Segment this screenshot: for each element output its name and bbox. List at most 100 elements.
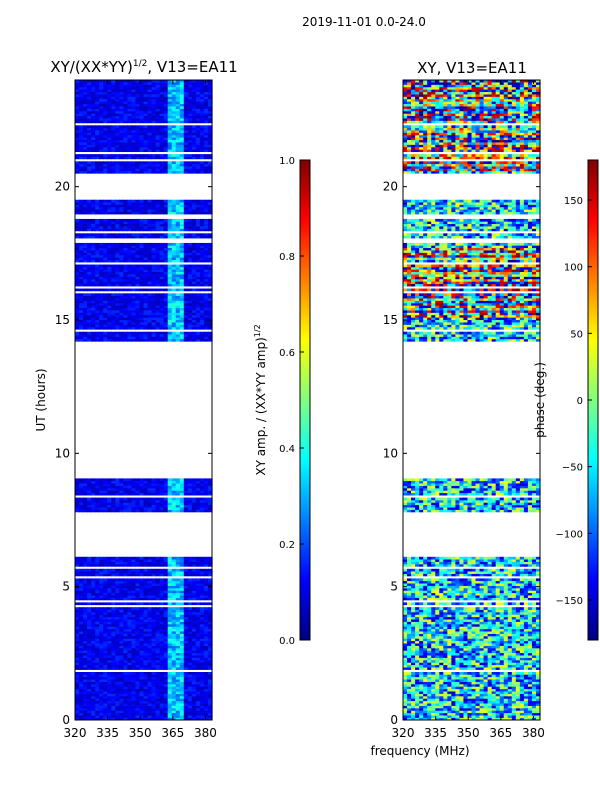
amp-cell (191, 609, 197, 613)
amp-cell (115, 247, 120, 251)
amp-cell (195, 146, 201, 150)
amp-cell (155, 580, 161, 584)
amp-cell (159, 710, 165, 714)
amp-cell (103, 626, 108, 630)
amp-cell (195, 708, 201, 711)
amp-cell (83, 247, 88, 251)
amp-cell (143, 115, 149, 119)
amp-cell (79, 223, 84, 227)
amp-cell (151, 502, 157, 506)
amp-cell (79, 564, 84, 567)
amp-cell (163, 597, 169, 601)
amp-cell (199, 607, 205, 610)
amp-cell (191, 115, 197, 119)
amp-cell (175, 317, 181, 321)
amp-cell (127, 317, 133, 321)
amp-cell (203, 478, 209, 482)
amp-cell (131, 478, 137, 482)
amp-cell (99, 266, 104, 270)
amp-cell (195, 626, 201, 630)
amp-cell (163, 204, 169, 208)
amp-cell (95, 715, 100, 718)
amp-cell (127, 648, 133, 651)
amp-cell (91, 480, 96, 484)
amp-cell (95, 667, 100, 670)
amp-cell (163, 705, 169, 709)
amp-cell (119, 643, 124, 646)
amp-cell (99, 166, 104, 169)
amp-cell (163, 259, 169, 263)
amp-cell (151, 228, 157, 232)
amp-cell (163, 118, 169, 121)
amp-cell (175, 500, 181, 503)
amp-cell (159, 616, 165, 620)
amp-cell (103, 264, 108, 268)
amp-cell (143, 226, 149, 229)
amp-cell (115, 202, 120, 205)
amp-cell (119, 310, 124, 313)
amp-cell (183, 590, 189, 594)
amp-cell (135, 310, 141, 313)
amp-cell (139, 568, 145, 572)
amp-cell (115, 492, 120, 496)
amp-cell (203, 712, 209, 716)
amp-cell (143, 209, 149, 213)
amp-cell (163, 650, 169, 654)
amp-cell (111, 676, 116, 680)
amp-cell (171, 204, 177, 208)
amp-cell (99, 300, 104, 304)
amp-cell (195, 168, 201, 172)
amp-cell (75, 266, 80, 270)
amp-cell (191, 211, 197, 215)
amp-cell (95, 211, 100, 215)
amp-cell (147, 317, 153, 321)
amp-cell (87, 643, 92, 646)
amp-cell (107, 211, 112, 215)
amp-cell (79, 202, 84, 205)
amp-cell (187, 497, 193, 501)
amp-cell (203, 497, 209, 501)
amp-cell (83, 120, 88, 124)
amp-cell (175, 245, 181, 249)
amp-cell (83, 278, 88, 282)
amp-cell (83, 631, 88, 634)
amp-cell (207, 146, 213, 150)
amp-cell (203, 559, 209, 562)
amp-cell (187, 233, 193, 237)
amp-cell (179, 648, 185, 651)
amp-cell (183, 502, 189, 506)
amp-cell (107, 264, 112, 268)
amp-cell (187, 206, 193, 210)
amp-cell (199, 266, 205, 270)
amp-cell (187, 684, 193, 687)
amp-cell (107, 319, 112, 323)
amp-cell (111, 568, 116, 572)
amp-cell (203, 643, 209, 646)
amp-cell (171, 226, 177, 229)
amp-cell (187, 144, 193, 148)
amp-cell (139, 322, 145, 325)
amp-cell (83, 202, 88, 205)
amp-cell (167, 564, 173, 567)
amp-cell (143, 336, 149, 340)
amp-cell (171, 698, 177, 702)
amp-cell (135, 628, 141, 632)
amp-cell (79, 324, 84, 328)
amp-cell (167, 556, 173, 560)
amp-cell (111, 146, 116, 150)
amp-cell (99, 314, 104, 318)
amp-cell (163, 628, 169, 632)
amp-cell (107, 612, 112, 615)
amp-cell (199, 640, 205, 644)
amp-cell (75, 206, 80, 210)
amp-cell (143, 650, 149, 654)
amp-cell (79, 633, 84, 637)
amp-cell (75, 245, 80, 249)
amp-cell (191, 717, 197, 721)
amp-cell (79, 667, 84, 670)
amp-cell (183, 679, 189, 682)
amp-cell (135, 259, 141, 263)
amp-cell (123, 621, 128, 625)
amp-cell (207, 700, 213, 704)
amp-cell (179, 674, 185, 678)
